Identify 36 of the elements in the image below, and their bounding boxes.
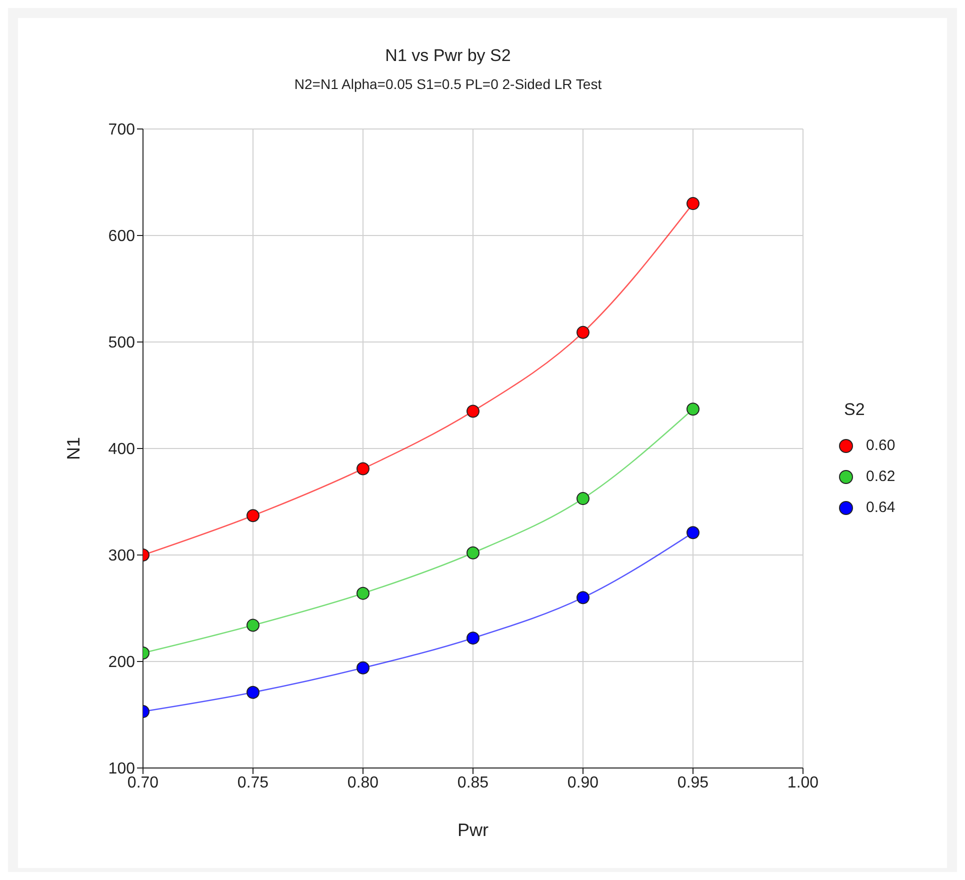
y-axis-title: N1 bbox=[63, 436, 84, 460]
y-tick-label: 300 bbox=[108, 548, 136, 565]
point bbox=[576, 591, 590, 604]
x-tick-label: 0.95 bbox=[677, 774, 709, 792]
chart-title: N1 vs Pwr by S2 bbox=[384, 46, 512, 66]
legend-label: 0.64 bbox=[866, 499, 896, 516]
legend-title: S2 bbox=[844, 400, 866, 420]
y-tick-label: 400 bbox=[108, 441, 136, 458]
point bbox=[686, 197, 700, 210]
point bbox=[576, 326, 590, 339]
x-tick-label: 0.80 bbox=[347, 774, 379, 792]
y-tick-label: 500 bbox=[108, 334, 136, 352]
point bbox=[466, 404, 480, 418]
x-axis-title: Pwr bbox=[458, 820, 489, 840]
point bbox=[356, 462, 370, 476]
point bbox=[356, 661, 370, 674]
x-tick-label: 0.85 bbox=[457, 774, 489, 792]
point bbox=[246, 509, 260, 522]
point bbox=[466, 632, 480, 645]
x-tick-label: 1.00 bbox=[787, 774, 819, 792]
x-tick-label: 0.90 bbox=[567, 774, 599, 792]
legend-label: 0.60 bbox=[866, 437, 896, 454]
point bbox=[686, 526, 700, 540]
legend-label: 0.62 bbox=[866, 468, 896, 485]
chart-subtitle: N2=N1 Alpha=0.05 S1=0.5 PL=0 2-Sided LR Test bbox=[293, 76, 603, 92]
y-tick-label: 700 bbox=[108, 122, 136, 139]
x-tick-label: 0.75 bbox=[237, 774, 269, 792]
y-tick-label: 200 bbox=[108, 654, 136, 672]
point bbox=[686, 402, 700, 416]
point bbox=[466, 546, 480, 560]
point bbox=[576, 492, 590, 506]
point bbox=[246, 686, 260, 699]
point bbox=[356, 586, 370, 600]
y-tick-label: 600 bbox=[108, 228, 136, 246]
point bbox=[246, 618, 260, 632]
x-tick-label: 0.70 bbox=[127, 774, 159, 792]
